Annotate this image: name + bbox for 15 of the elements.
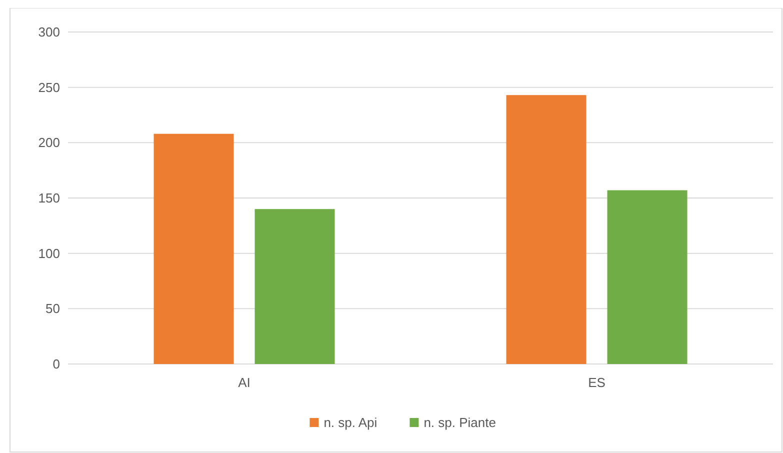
x-tick-label: AI — [238, 375, 250, 390]
legend-label: n. sp. Piante — [424, 415, 496, 430]
y-tick-label: 200 — [38, 135, 60, 150]
bar — [154, 134, 234, 364]
bar — [607, 190, 688, 364]
y-tick-label: 150 — [38, 190, 60, 206]
bar — [506, 95, 586, 364]
y-tick-label: 100 — [38, 246, 60, 261]
x-tick-label: ES — [588, 375, 606, 390]
bar — [254, 209, 335, 364]
y-tick-label: 50 — [46, 301, 60, 316]
y-tick-label: 250 — [38, 80, 60, 95]
legend-label: n. sp. Api — [324, 415, 378, 430]
y-tick-label: 0 — [52, 356, 60, 372]
y-tick-label: 300 — [38, 24, 60, 40]
